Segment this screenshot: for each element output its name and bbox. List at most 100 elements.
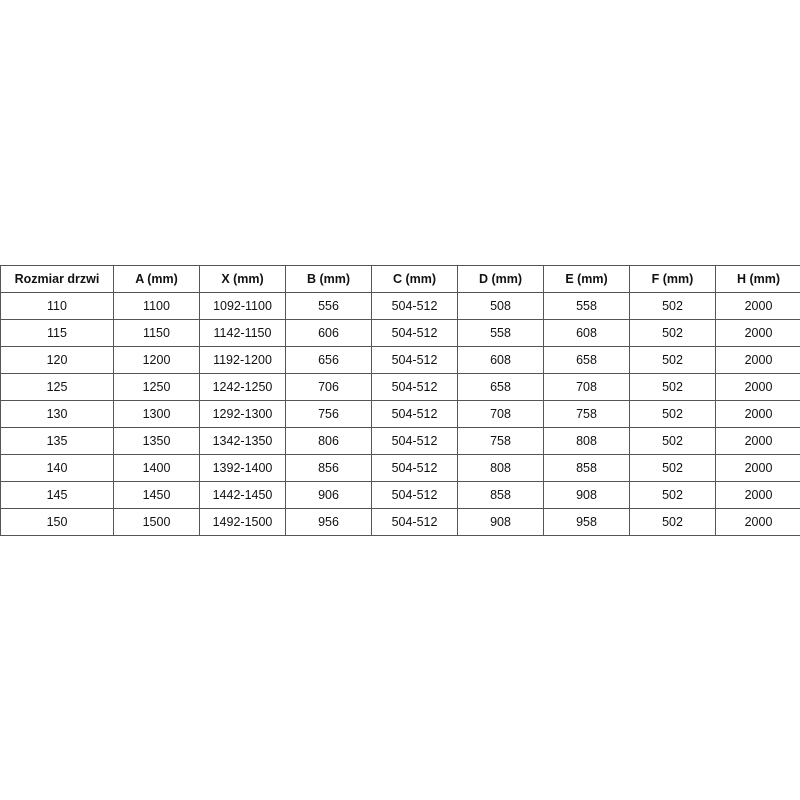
table-cell: 1342-1350 xyxy=(199,427,286,455)
table-cell: 2000 xyxy=(715,346,800,374)
table-row: 130 1300 1292-1300 756 504-512 708 758 502 2000 xyxy=(0,400,800,428)
table-cell: 756 xyxy=(285,400,372,428)
table-cell: 502 xyxy=(629,427,716,455)
table-cell: 808 xyxy=(543,427,630,455)
table-cell: 908 xyxy=(457,508,544,536)
table-cell: 120 xyxy=(0,346,114,374)
table-cell: 504-512 xyxy=(371,454,458,482)
table-cell: 1250 xyxy=(113,373,200,401)
column-header: X (mm) xyxy=(199,265,286,293)
column-header: D (mm) xyxy=(457,265,544,293)
table-cell: 2000 xyxy=(715,292,800,320)
table-cell: 1492-1500 xyxy=(199,508,286,536)
table-cell: 502 xyxy=(629,454,716,482)
column-header: A (mm) xyxy=(113,265,200,293)
table-cell: 504-512 xyxy=(371,292,458,320)
table-cell: 658 xyxy=(543,346,630,374)
table-row: 110 1100 1092-1100 556 504-512 508 558 502 2000 xyxy=(0,292,800,320)
table-cell: 1300 xyxy=(113,400,200,428)
column-header: Rozmiar drzwi xyxy=(0,265,114,293)
table-cell: 856 xyxy=(285,454,372,482)
table-row: 115 1150 1142-1150 606 504-512 558 608 502 2000 xyxy=(0,319,800,347)
table-cell: 708 xyxy=(457,400,544,428)
table-cell: 908 xyxy=(543,481,630,509)
table-cell: 1100 xyxy=(113,292,200,320)
table-cell: 504-512 xyxy=(371,508,458,536)
column-header: H (mm) xyxy=(715,265,800,293)
table-cell: 502 xyxy=(629,508,716,536)
table-cell: 758 xyxy=(543,400,630,428)
table-cell: 2000 xyxy=(715,481,800,509)
table-cell: 502 xyxy=(629,373,716,401)
table-cell: 558 xyxy=(457,319,544,347)
table-cell: 502 xyxy=(629,292,716,320)
table-cell: 504-512 xyxy=(371,319,458,347)
table-cell: 502 xyxy=(629,346,716,374)
table-cell: 608 xyxy=(457,346,544,374)
table-cell: 504-512 xyxy=(371,373,458,401)
dimensions-table: Rozmiar drzwi A (mm) X (mm) B (mm) C (mm) D (… xyxy=(0,265,800,536)
table-cell: 708 xyxy=(543,373,630,401)
table-cell: 958 xyxy=(543,508,630,536)
table-cell: 504-512 xyxy=(371,481,458,509)
table-cell: 1200 xyxy=(113,346,200,374)
table-cell: 135 xyxy=(0,427,114,455)
table-cell: 1292-1300 xyxy=(199,400,286,428)
table-cell: 504-512 xyxy=(371,427,458,455)
table-cell: 1450 xyxy=(113,481,200,509)
table-cell: 656 xyxy=(285,346,372,374)
table-cell: 1400 xyxy=(113,454,200,482)
table-row: 120 1200 1192-1200 656 504-512 608 658 502 2000 xyxy=(0,346,800,374)
table-cell: 504-512 xyxy=(371,400,458,428)
table-cell: 1350 xyxy=(113,427,200,455)
table-row: 125 1250 1242-1250 706 504-512 658 708 502 2000 xyxy=(0,373,800,401)
table-cell: 658 xyxy=(457,373,544,401)
table-cell: 1500 xyxy=(113,508,200,536)
table-cell: 115 xyxy=(0,319,114,347)
table-cell: 145 xyxy=(0,481,114,509)
table-cell: 956 xyxy=(285,508,372,536)
table-cell: 606 xyxy=(285,319,372,347)
table-cell: 2000 xyxy=(715,454,800,482)
table-cell: 2000 xyxy=(715,319,800,347)
table-cell: 556 xyxy=(285,292,372,320)
table-row: 135 1350 1342-1350 806 504-512 758 808 502 2000 xyxy=(0,427,800,455)
table-cell: 504-512 xyxy=(371,346,458,374)
table-cell: 1442-1450 xyxy=(199,481,286,509)
table-cell: 1092-1100 xyxy=(199,292,286,320)
table-row: 150 1500 1492-1500 956 504-512 908 958 502 2000 xyxy=(0,508,800,536)
table-cell: 1142-1150 xyxy=(199,319,286,347)
table-cell: 706 xyxy=(285,373,372,401)
table-cell: 2000 xyxy=(715,400,800,428)
table-cell: 558 xyxy=(543,292,630,320)
table-cell: 608 xyxy=(543,319,630,347)
header-row: Rozmiar drzwi A (mm) X (mm) B (mm) C (mm) D (… xyxy=(0,265,800,293)
table-cell: 140 xyxy=(0,454,114,482)
table-row: 140 1400 1392-1400 856 504-512 808 858 502 2000 xyxy=(0,454,800,482)
table-cell: 502 xyxy=(629,400,716,428)
table-cell: 150 xyxy=(0,508,114,536)
table-cell: 508 xyxy=(457,292,544,320)
table-cell: 906 xyxy=(285,481,372,509)
column-header: F (mm) xyxy=(629,265,716,293)
table-cell: 806 xyxy=(285,427,372,455)
table-cell: 858 xyxy=(457,481,544,509)
table-cell: 2000 xyxy=(715,508,800,536)
table-cell: 2000 xyxy=(715,427,800,455)
table-cell: 808 xyxy=(457,454,544,482)
table-cell: 2000 xyxy=(715,373,800,401)
table-cell: 858 xyxy=(543,454,630,482)
table-cell: 502 xyxy=(629,319,716,347)
table-cell: 1150 xyxy=(113,319,200,347)
column-header: C (mm) xyxy=(371,265,458,293)
column-header: B (mm) xyxy=(285,265,372,293)
table-cell: 1192-1200 xyxy=(199,346,286,374)
column-header: E (mm) xyxy=(543,265,630,293)
table-cell: 125 xyxy=(0,373,114,401)
table-cell: 758 xyxy=(457,427,544,455)
table-cell: 130 xyxy=(0,400,114,428)
table-cell: 1392-1400 xyxy=(199,454,286,482)
table-cell: 1242-1250 xyxy=(199,373,286,401)
table-cell: 502 xyxy=(629,481,716,509)
table-row: 145 1450 1442-1450 906 504-512 858 908 502 2000 xyxy=(0,481,800,509)
